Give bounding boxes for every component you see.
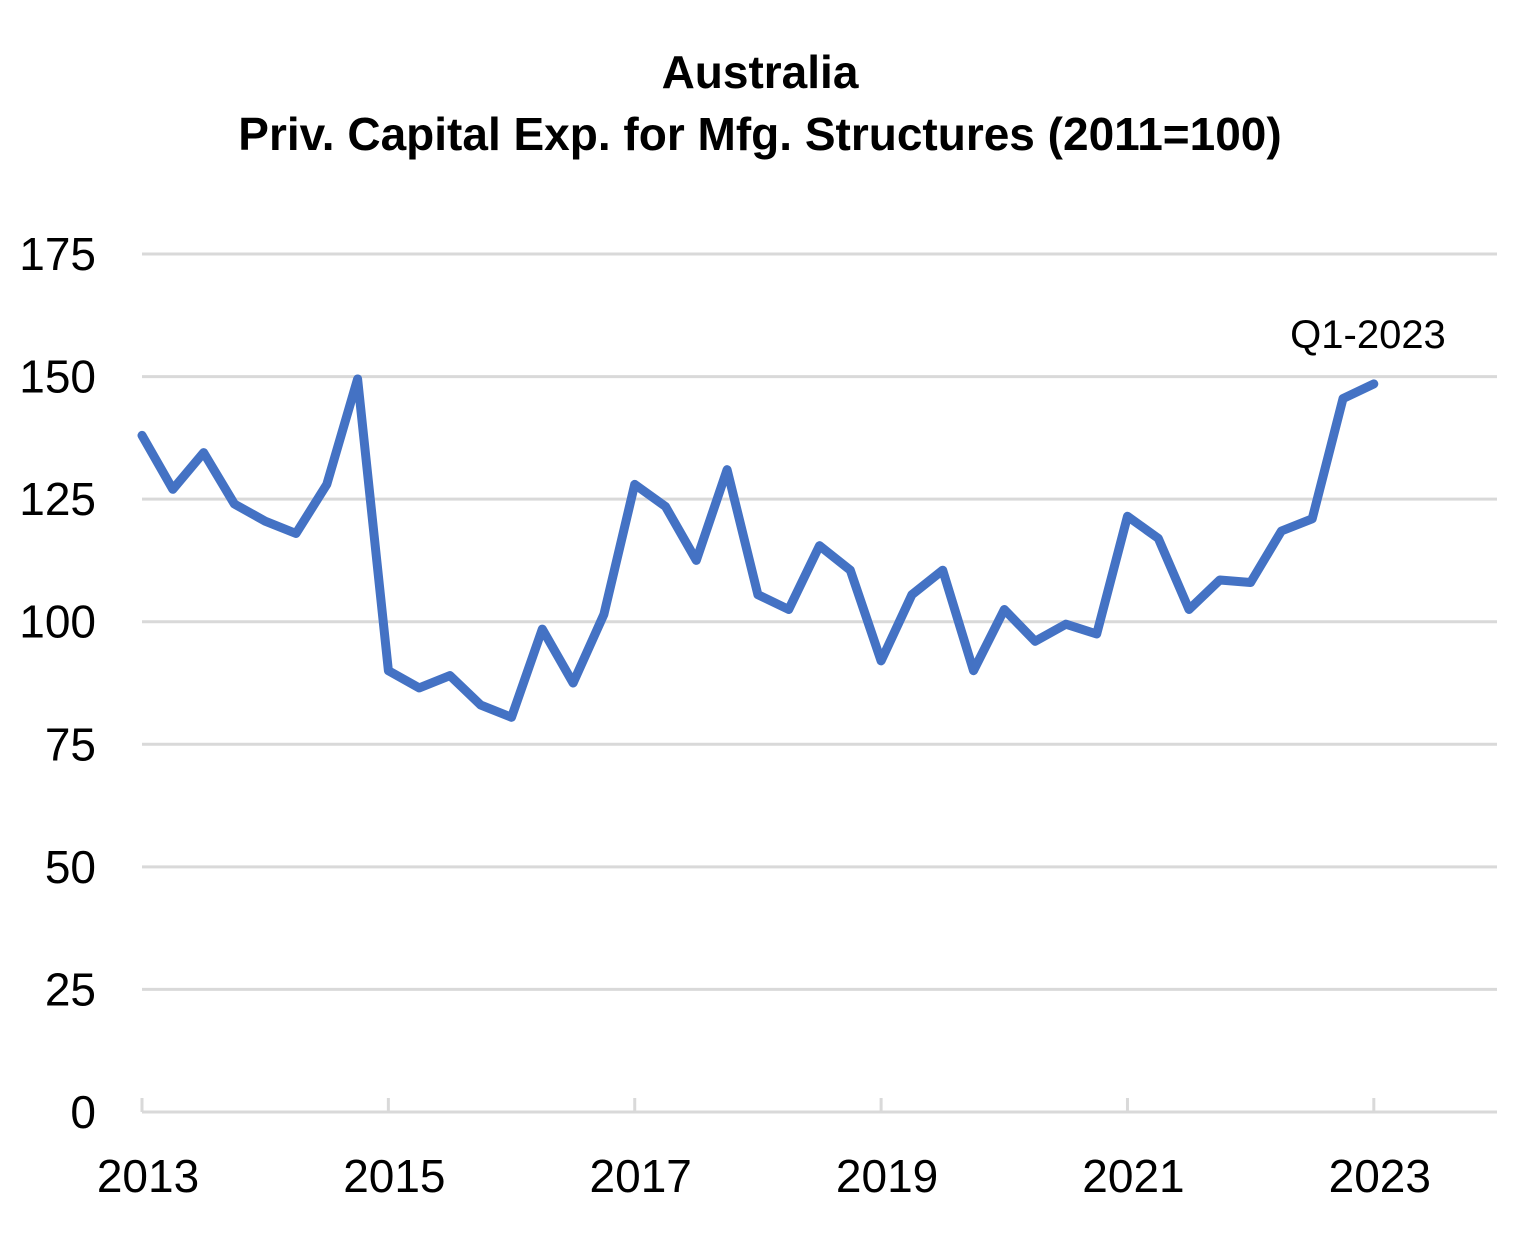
y-tick-label: 175 (19, 228, 96, 280)
y-axis-tick-labels: 0 25 50 75 100 125 150 175 (19, 228, 96, 1138)
plot-area (137, 374, 1379, 722)
x-tick-label: 2015 (343, 1150, 445, 1202)
chart-subtitle: Priv. Capital Exp. for Mfg. Structures (… (238, 108, 1281, 160)
latest-point-annotation: Q1-2023 (1290, 313, 1446, 357)
y-tick-label: 75 (45, 718, 96, 770)
gridlines (142, 252, 1497, 1114)
y-tick-label: 25 (45, 963, 96, 1015)
x-tick-label: 2013 (97, 1150, 199, 1202)
y-tick-label: 50 (45, 841, 96, 893)
y-tick-label: 0 (70, 1086, 96, 1138)
x-tick-label: 2019 (836, 1150, 938, 1202)
x-tick-label: 2017 (590, 1150, 692, 1202)
chart-title: Australia (662, 46, 859, 98)
x-axis-tick-labels: 2013 2015 2017 2019 2021 2023 (97, 1150, 1431, 1202)
y-tick-label: 125 (19, 473, 96, 525)
series-line (137, 374, 1379, 722)
x-tick-label: 2021 (1082, 1150, 1184, 1202)
y-tick-label: 150 (19, 351, 96, 403)
x-axis (140, 1098, 1376, 1112)
y-tick-label: 100 (19, 596, 96, 648)
x-tick-label: 2023 (1329, 1150, 1431, 1202)
